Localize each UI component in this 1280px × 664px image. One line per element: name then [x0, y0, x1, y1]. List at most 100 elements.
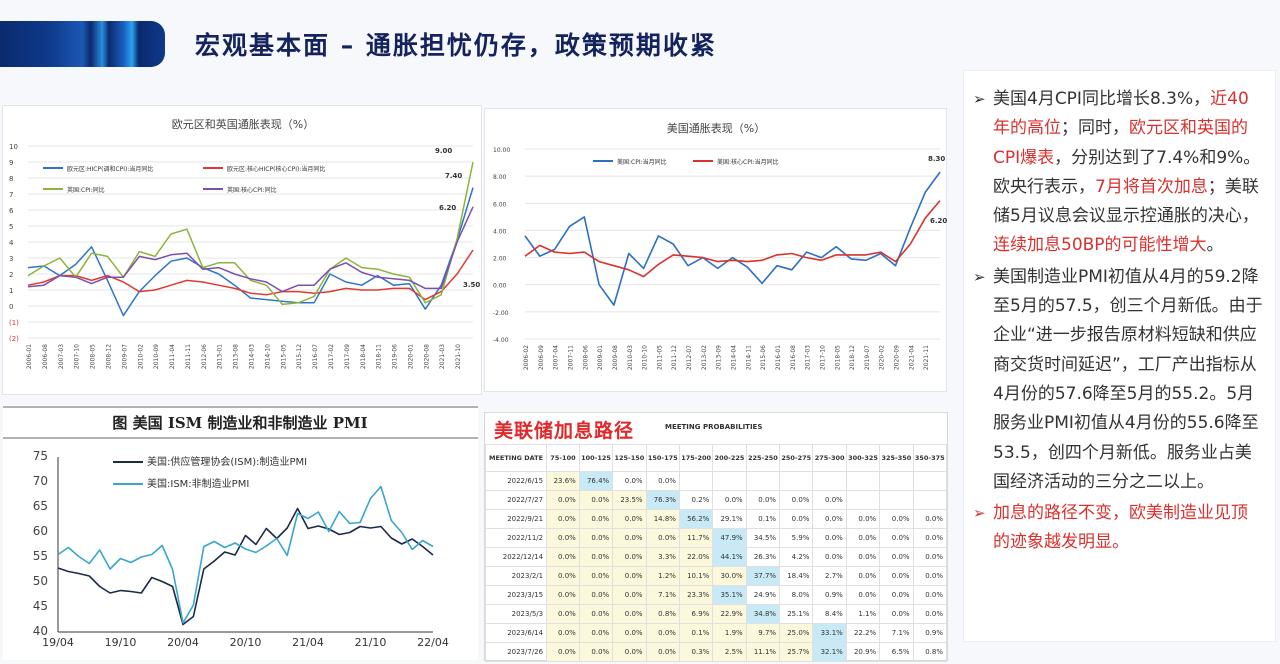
probability-cell: 0.0%	[578, 604, 614, 624]
x-tick-label: 2020-02	[879, 345, 886, 370]
x-tick-label: 2008-05	[90, 344, 97, 369]
x-tick-label: 2021-11	[923, 345, 930, 370]
probability-cell: 0.0%	[845, 585, 881, 605]
probability-cell: 0.0%	[812, 528, 847, 548]
x-tick-label: 2018-05	[834, 345, 841, 370]
probability-cell	[912, 490, 948, 510]
column-header: 100-125	[578, 444, 614, 472]
probability-cell: 0.0%	[578, 585, 614, 605]
x-tick-label: 2019-06	[392, 344, 399, 369]
x-tick-label: 2021-04	[908, 345, 915, 370]
x-tick-label: 2010-09	[153, 344, 160, 369]
table-row: 2023/6/14 0.0% 0.0% 0.0% 0.0% 0.1% 1.9% 9.7% 25.…	[484, 623, 948, 643]
body-text: ，分别达到了7.4%和9%。欧央行表示，	[993, 147, 1261, 197]
arrow-bullet-icon: ➢	[973, 267, 986, 286]
series-line-2	[27, 161, 474, 306]
probability-cell: 3.3%	[645, 547, 680, 567]
probability-cell: 0.0%	[546, 566, 580, 586]
probability-cell: 23.5%	[612, 490, 647, 510]
meeting-date: 2023/5/3	[484, 604, 548, 624]
y-tick-label: 65	[33, 499, 48, 513]
y-tick-label: 2	[9, 271, 13, 279]
x-tick-label: 2013-02	[701, 345, 708, 370]
probability-cell: 22.2%	[845, 623, 881, 643]
probability-cell: 1.9%	[712, 623, 747, 643]
probability-cell: 0.0%	[645, 528, 680, 548]
x-tick-label: 2006-08	[42, 344, 49, 369]
legend-label: 美国:供应管理协会(ISM):制造业PMI	[147, 455, 307, 468]
probability-cell	[912, 471, 948, 491]
probability-cell: 0.0%	[812, 547, 847, 567]
commentary-panel: ➢ 美国4月CPI同比增长8.3%，近40年的高位；同时，欧元区和英国的CPI爆表…	[963, 70, 1276, 642]
probability-cell: 32.1%	[812, 642, 847, 662]
x-tick-label: 2006-02	[523, 345, 530, 370]
x-tick-label: 2020-09	[894, 345, 901, 370]
probability-cell: 34.8%	[745, 604, 781, 624]
x-tick-label: 2011-04	[169, 344, 176, 369]
probability-cell: 8.0%	[779, 585, 814, 605]
probability-cell	[879, 490, 914, 510]
column-header: MEETING DATE	[484, 444, 548, 472]
header-row: MEETING DATE 75-100 100-125 125-150 150-175 1…	[484, 444, 948, 472]
column-header: 325-350	[879, 444, 914, 472]
probability-cell: 0.0%	[912, 547, 948, 567]
meeting-date: 2022/6/15	[484, 471, 548, 491]
probability-cell: 0.0%	[845, 509, 881, 529]
meeting-probabilities-table: MEETING PROBABILITIES MEETING DATE 75-100…	[484, 412, 948, 662]
body-text: 。	[1206, 235, 1224, 256]
series-line-0	[57, 507, 434, 626]
x-tick-label: 2008-12	[105, 344, 112, 369]
probabilities-grid: MEETING DATE 75-100 100-125 125-150 150-175 1…	[484, 444, 948, 662]
probability-cell: 2.5%	[712, 642, 747, 662]
highlighted-text: 7月将首次加息	[1095, 176, 1208, 197]
x-tick-label: 2018-04	[360, 344, 367, 369]
series-line-1	[27, 249, 474, 301]
probability-cell	[812, 471, 847, 491]
data-label: 7.40	[445, 172, 462, 180]
probability-cell: 0.0%	[546, 509, 580, 529]
table-row: 2023/7/26 0.0% 0.0% 0.0% 0.0% 0.3% 2.5% 11.1% 25…	[484, 642, 948, 662]
body-text: 美国4月CPI同比增长8.3%，	[993, 89, 1211, 109]
table-row: 2022/12/14 0.0% 0.0% 0.0% 3.3% 22.0% 44.1% 26.3…	[484, 547, 948, 567]
probability-cell: 0.0%	[879, 528, 914, 548]
column-header: 350-375	[912, 444, 948, 472]
x-tick-label: 2009-07	[121, 344, 128, 369]
probability-cell: 4.2%	[779, 547, 814, 567]
meeting-date: 2022/11/2	[484, 528, 548, 548]
probability-cell: 0.0%	[612, 509, 647, 529]
probability-cell: 76.3%	[645, 490, 680, 510]
probability-cell: 11.7%	[678, 528, 714, 548]
probability-cell: 0.0%	[779, 509, 814, 529]
probability-cell: 0.0%	[612, 623, 647, 643]
chart-title: 图 美国 ISM 制造业和非制造业 PMI	[112, 414, 367, 432]
y-tick-label: 3	[9, 255, 13, 263]
column-header: 125-150	[612, 444, 647, 472]
probability-cell: 0.0%	[612, 604, 647, 624]
highlighted-text: 连续加息50BP的可能性增大	[993, 235, 1207, 256]
probability-cell: 76.4%	[578, 471, 614, 491]
x-tick-label: 21/10	[355, 636, 387, 649]
probability-cell: 47.9%	[712, 528, 747, 548]
probability-cell: 0.0%	[879, 547, 914, 567]
probability-cell: 6.9%	[678, 604, 714, 624]
column-header: 250-275	[779, 444, 814, 472]
x-tick-label: 2012-06	[201, 344, 208, 369]
column-header: 225-250	[745, 444, 781, 472]
data-label: 8.30	[928, 155, 945, 163]
y-tick-label: 7	[9, 191, 13, 199]
probability-cell: 0.0%	[812, 509, 847, 529]
x-tick-label: 2009-08	[612, 345, 619, 370]
probability-cell: 25.1%	[779, 604, 814, 624]
x-tick-label: 22/04	[417, 636, 449, 649]
meeting-date: 2023/6/14	[484, 623, 548, 643]
x-tick-label: 2011-11	[185, 344, 192, 369]
eurozone-uk-inflation-chart: 欧元区和英国通胀表现（%） 10 9 8 7 6 5 4 3 2 1 0 (1) (2) 2006-01 2…	[2, 105, 482, 395]
probability-cell: 25.7%	[779, 642, 814, 662]
chart-title: 美国通胀表现（%）	[667, 121, 765, 135]
y-tick-label: 4	[9, 239, 14, 247]
probability-cell: 0.0%	[879, 509, 914, 529]
probability-cell: 24.9%	[745, 585, 781, 605]
probability-cell: 0.0%	[645, 623, 680, 643]
x-tick-label: 2016-07	[312, 344, 319, 369]
probability-cell: 0.0%	[612, 642, 647, 662]
